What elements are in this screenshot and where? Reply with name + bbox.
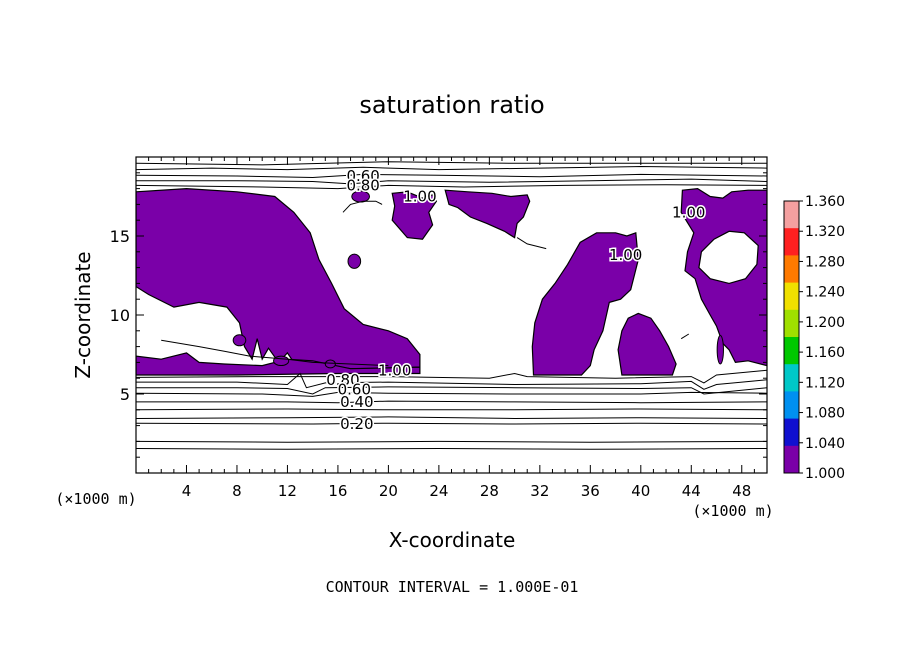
supersaturated-blob: [716, 335, 724, 365]
contour-line: [680, 333, 690, 340]
colorbar-label: 1.120: [805, 375, 845, 391]
colorbar-swatch: [784, 255, 799, 284]
colorbar-swatch: [784, 201, 799, 229]
x-tick-label: 40: [631, 482, 650, 500]
z-axis-ticks: 5 10 15: [110, 172, 767, 458]
plot-area: 0.600.801.001.001.001.000.800.600.400.20…: [110, 156, 768, 500]
x-tick-label: 32: [530, 482, 549, 500]
contour-label: 1.00: [609, 246, 642, 264]
supersaturated-blob: [324, 359, 336, 369]
z-tick-label: 15: [110, 227, 130, 246]
contour-label: 1.00: [672, 203, 705, 221]
contour-line: [136, 178, 767, 185]
contour-label: 0.60: [338, 380, 371, 398]
colorbar-frame: [783, 200, 800, 474]
colorbar-label: 1.320: [805, 224, 845, 240]
contour-line: [136, 165, 767, 171]
colorbar-swatch: [784, 391, 799, 420]
contour-line: [136, 386, 767, 395]
colorbar-swatch: [784, 364, 799, 392]
contour-line: [136, 447, 767, 450]
colorbar-label: 1.360: [805, 194, 845, 210]
contour-line: [136, 184, 767, 190]
x-axis-label: X-coordinate: [389, 528, 516, 552]
contour-line: [342, 200, 383, 213]
contour-line: [136, 422, 767, 425]
contour-line: [136, 408, 767, 411]
z-axis-label: Z-coordinate: [71, 251, 95, 378]
supersaturated-region: [531, 231, 639, 376]
subsaturated-hole: [698, 230, 759, 285]
contour-line: [136, 173, 767, 179]
x-tick-label: 24: [429, 482, 448, 500]
contour-line: [161, 339, 389, 367]
contour-line: [136, 440, 767, 443]
x-tick-label: 28: [480, 482, 499, 500]
contour-line: [516, 237, 547, 250]
contour-label: 1.00: [403, 188, 436, 206]
supersaturated-blob: [232, 334, 247, 347]
colorbar-swatch: [784, 282, 799, 311]
contour-interval-note: CONTOUR INTERVAL = 1.000E-01: [326, 578, 579, 596]
supersaturation-fill-layer: [136, 187, 767, 376]
x-tick-label: 12: [278, 482, 297, 500]
contour-label: 0.60: [346, 167, 379, 185]
colorbar-label: 1.200: [805, 315, 845, 331]
supersaturated-blob: [347, 253, 362, 269]
x-axis-ticks: 4 8 12 16 20 24 28 32 36 40 44 48: [148, 157, 755, 500]
contour-line-layer: [136, 161, 767, 450]
contour-line: [136, 391, 767, 397]
colorbar-swatch: [784, 445, 799, 474]
z-tick-label: 5: [120, 385, 130, 404]
supersaturated-region: [391, 191, 438, 240]
x-tick-label: 16: [328, 482, 347, 500]
contour-label: 1.00: [378, 361, 411, 379]
contour-label: 0.80: [346, 176, 379, 194]
colorbar-label: 1.040: [805, 436, 845, 452]
colorbar-swatch: [784, 228, 799, 256]
contour-line: [136, 161, 767, 166]
contour-line: [136, 400, 767, 404]
colorbar-label: 1.000: [805, 466, 845, 482]
colorbar-label: 1.080: [805, 406, 845, 422]
supersaturated-region: [617, 312, 677, 376]
colorbar-swatch: [784, 309, 799, 338]
x-tick-label: 48: [732, 482, 751, 500]
colorbar-swatch: [784, 337, 799, 365]
contour-label: 0.80: [326, 371, 359, 389]
x-tick-label: 36: [581, 482, 600, 500]
x-tick-label: 8: [232, 482, 242, 500]
contour-line: [136, 372, 767, 390]
x-tick-label: 20: [379, 482, 398, 500]
supersaturated-region: [444, 189, 531, 239]
colorbar-label: 1.240: [805, 285, 845, 301]
colorbar-label: 1.280: [805, 254, 845, 270]
contour-line: [136, 369, 767, 384]
colorbar: 1.360 1.320 1.280 1.240 1.200 1.160 1.120 1.080…: [783, 194, 845, 482]
z-tick-label: 10: [110, 306, 130, 325]
contour-line: [136, 416, 767, 420]
x-axis-unit-left: (×1000 m): [55, 490, 136, 508]
contour-label: 0.20: [340, 415, 373, 433]
colorbar-label: 1.160: [805, 345, 845, 361]
x-tick-label: 4: [182, 482, 192, 500]
colorbar-swatch: [784, 418, 799, 447]
x-tick-label: 44: [682, 482, 701, 500]
supersaturated-blob: [273, 355, 290, 367]
z-axis-unit-right: (×1000 m): [692, 502, 773, 520]
contour-label-layer: 0.600.801.001.001.001.000.800.600.400.20: [325, 165, 707, 434]
chart-title: saturation ratio: [359, 91, 544, 119]
contour-label: 0.40: [340, 393, 373, 411]
